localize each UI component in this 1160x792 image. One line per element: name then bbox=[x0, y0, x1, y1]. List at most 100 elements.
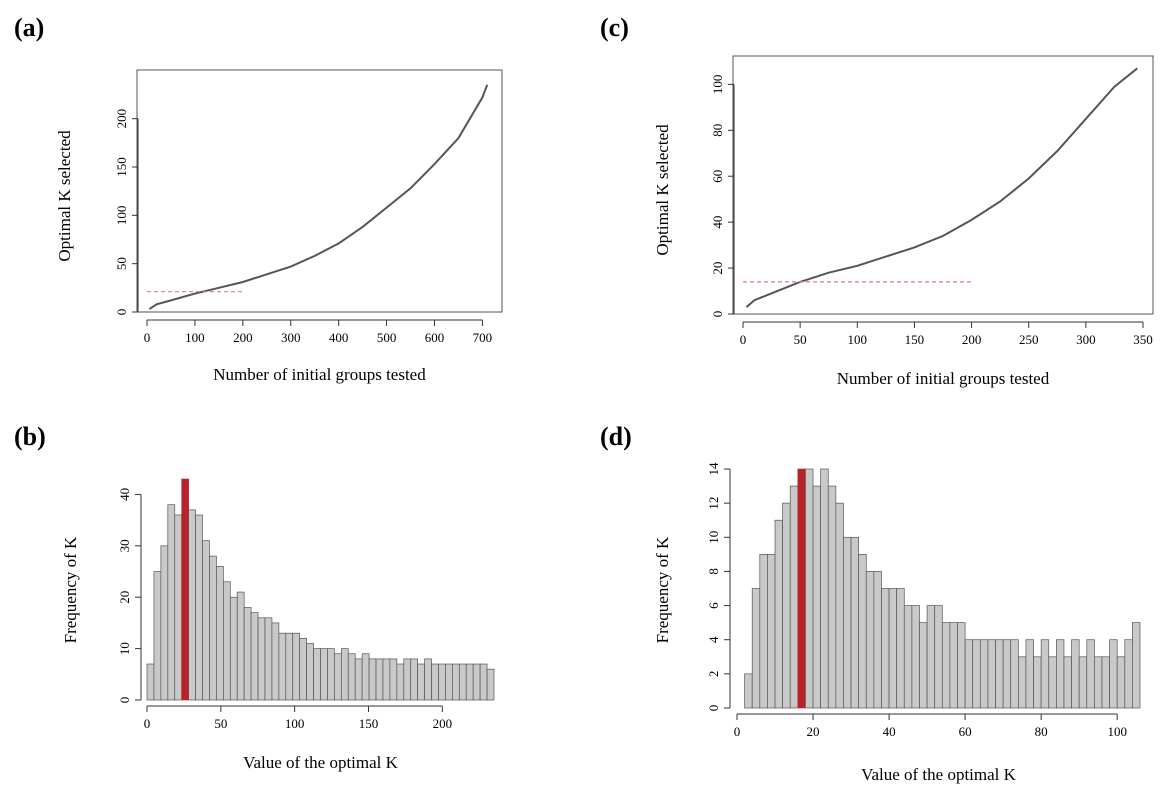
y-tick-label: 50 bbox=[114, 257, 129, 270]
x-tick-label: 50 bbox=[214, 716, 227, 731]
histogram-bar bbox=[431, 663, 439, 701]
histogram-bar bbox=[995, 639, 1004, 709]
x-tick-label: 100 bbox=[185, 330, 205, 345]
histogram-bar bbox=[767, 554, 776, 709]
histogram-bar bbox=[153, 571, 162, 701]
y-tick-label: 60 bbox=[710, 170, 725, 183]
histogram-bar bbox=[1048, 656, 1057, 709]
histogram-bar bbox=[1033, 656, 1042, 709]
histogram-bar bbox=[744, 673, 753, 709]
y-tick-label: 40 bbox=[117, 488, 132, 501]
histogram-bar-highlighted bbox=[181, 478, 189, 701]
x-axis-title: Number of initial groups tested bbox=[837, 369, 1050, 388]
histogram-bar bbox=[751, 588, 761, 709]
histogram-bar bbox=[472, 663, 481, 701]
histogram-bar bbox=[146, 663, 155, 701]
y-tick-label: 10 bbox=[117, 642, 132, 655]
histogram-bar bbox=[850, 536, 860, 709]
y-tick-label: 0 bbox=[117, 697, 132, 704]
histogram-bar bbox=[299, 637, 307, 701]
x-tick-label: 60 bbox=[959, 724, 972, 739]
histogram-bar bbox=[1101, 656, 1110, 709]
y-tick-label: 0 bbox=[706, 705, 721, 712]
histogram-bar bbox=[229, 596, 238, 701]
y-tick-label: 20 bbox=[710, 262, 725, 275]
histogram-bar bbox=[264, 617, 273, 701]
y-tick-label: 0 bbox=[710, 311, 725, 318]
histogram-bar bbox=[375, 658, 384, 701]
histogram-bar bbox=[1124, 639, 1133, 709]
y-tick-label: 12 bbox=[706, 497, 721, 510]
y-axis-title: Frequency of K bbox=[653, 536, 672, 643]
histogram-bar bbox=[1056, 639, 1065, 709]
panel-a: 0 100 200 300 400 500 600 700 0 50 100 150 200 Number… bbox=[55, 69, 503, 384]
histogram-bar bbox=[403, 658, 412, 701]
histogram-bar bbox=[1010, 639, 1019, 709]
histogram-bar bbox=[782, 502, 791, 709]
panel-label-b: (b) bbox=[14, 422, 46, 451]
histogram-bar bbox=[479, 663, 488, 701]
x-tick-label: 250 bbox=[1019, 332, 1039, 347]
histogram-bar bbox=[417, 663, 425, 701]
y-tick-label: 6 bbox=[706, 602, 721, 609]
x-tick-label: 50 bbox=[794, 332, 807, 347]
x-tick-label: 40 bbox=[883, 724, 896, 739]
histogram-bar bbox=[1017, 656, 1027, 709]
panel-label-a: (a) bbox=[14, 13, 44, 42]
histogram-bar bbox=[292, 632, 301, 701]
histogram-bar bbox=[458, 663, 467, 701]
histogram-bar bbox=[160, 545, 169, 701]
x-tick-label: 100 bbox=[848, 332, 868, 347]
histogram-bar bbox=[835, 502, 844, 709]
histogram-bar bbox=[1116, 656, 1126, 709]
y-tick-label: 4 bbox=[706, 636, 721, 643]
histogram-bar bbox=[1109, 639, 1118, 709]
y-tick-label: 14 bbox=[706, 462, 721, 476]
y-tick-label: 40 bbox=[710, 216, 725, 229]
histogram-bar bbox=[774, 519, 783, 709]
x-tick-label: 0 bbox=[740, 332, 747, 347]
panel-b: 0 50 100 150 200 0 10 20 30 40 Value of the optima… bbox=[61, 478, 495, 772]
histogram-bar bbox=[327, 648, 335, 701]
x-tick-label: 500 bbox=[377, 330, 397, 345]
x-tick-label: 150 bbox=[359, 716, 379, 731]
panel-d: 0 20 40 60 80 100 0 2 4 6 8 10 12 14 Value of the opti… bbox=[653, 462, 1141, 784]
histogram-bar bbox=[843, 536, 852, 709]
histogram-bar bbox=[438, 663, 446, 701]
histogram-bar bbox=[195, 514, 203, 701]
histogram-bar bbox=[972, 639, 981, 709]
histogram-bar bbox=[934, 605, 943, 709]
y-tick-label: 20 bbox=[117, 591, 132, 604]
x-tick-label: 100 bbox=[285, 716, 305, 731]
y-tick-label: 10 bbox=[706, 531, 721, 544]
histogram-bar bbox=[926, 605, 936, 709]
histogram-bar bbox=[987, 639, 996, 709]
x-tick-label: 700 bbox=[473, 330, 493, 345]
x-tick-label: 80 bbox=[1035, 724, 1048, 739]
histogram-bar bbox=[896, 588, 905, 709]
histogram-bar bbox=[858, 554, 867, 709]
histogram-bar bbox=[306, 643, 314, 701]
histogram-bar bbox=[285, 632, 294, 701]
histogram-bar bbox=[334, 653, 342, 701]
histogram-bar bbox=[949, 622, 958, 709]
y-axis-title: Optimal K selected bbox=[653, 124, 672, 256]
histogram-bar bbox=[389, 658, 398, 701]
x-tick-label: 150 bbox=[905, 332, 925, 347]
histogram-bar bbox=[805, 468, 814, 709]
x-tick-label: 300 bbox=[1076, 332, 1096, 347]
y-tick-label: 150 bbox=[114, 157, 129, 177]
histogram-bar bbox=[812, 485, 821, 709]
x-tick-label: 20 bbox=[807, 724, 820, 739]
y-tick-label: 80 bbox=[710, 124, 725, 137]
plot-area bbox=[136, 69, 503, 313]
histogram-bar bbox=[347, 653, 356, 701]
histogram-bar bbox=[1063, 656, 1072, 709]
x-axis-title: Number of initial groups tested bbox=[213, 365, 426, 384]
histogram-bar bbox=[278, 632, 287, 701]
histogram-bar bbox=[964, 639, 974, 709]
histogram-bar bbox=[340, 648, 349, 701]
histogram-bar bbox=[202, 540, 210, 701]
y-axis-title: Optimal K selected bbox=[55, 130, 74, 262]
